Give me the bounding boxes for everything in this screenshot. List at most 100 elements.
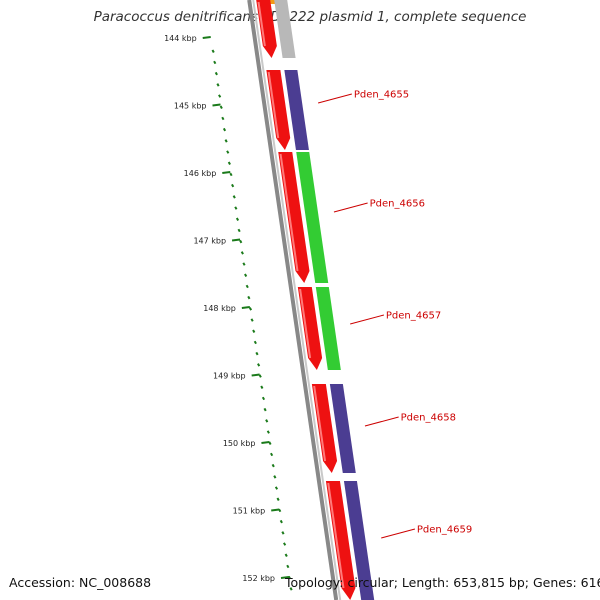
ruler-dot [221, 116, 225, 121]
ruler-dot [253, 340, 257, 345]
ruler-dot [284, 553, 288, 557]
kbp-tick [212, 103, 221, 107]
cog-bar[interactable] [284, 70, 309, 150]
ruler-dot [257, 363, 261, 367]
kbp-tick-label: 149 kbp [213, 372, 246, 381]
cds-arrow[interactable] [256, 0, 277, 58]
cds-arrow[interactable] [266, 70, 291, 150]
ruler-dot [242, 262, 246, 266]
kbp-tick-label: 144 kbp [164, 34, 197, 43]
kbp-tick-label: 145 kbp [174, 102, 207, 111]
cog-bar[interactable] [315, 287, 341, 370]
gene-pden-4659[interactable] [325, 481, 375, 600]
kbp-tick [241, 306, 250, 309]
ruler-dot [270, 452, 274, 457]
cds-highlight [267, 71, 280, 139]
kbp-tick [231, 238, 241, 242]
cds-highlight [299, 288, 312, 359]
cog-bar[interactable] [296, 152, 329, 283]
gene-label[interactable]: Pden_4656 [370, 199, 425, 210]
kbp-tick [222, 171, 231, 174]
ruler-dot [211, 49, 215, 53]
gene-label[interactable]: Pden_4655 [354, 90, 409, 101]
ruler-dot [231, 183, 235, 188]
ruler-dot [219, 105, 223, 109]
gene-partial[interactable] [256, 0, 296, 58]
gene-label[interactable]: Pden_4658 [401, 413, 456, 424]
map-title: Paracoccus denitrificans PD1222 plasmid … [93, 9, 527, 25]
ruler-dot [266, 430, 270, 434]
ruler-dot [281, 531, 285, 535]
cds-highlight [313, 385, 327, 462]
gene-label-leader [364, 416, 399, 427]
kbp-tick-label: 148 kbp [203, 304, 236, 313]
gene-pden-4656[interactable] [278, 152, 329, 283]
ruler-dot [260, 385, 264, 389]
gene-features[interactable] [256, 0, 375, 600]
kbp-tick-label: 146 kbp [184, 169, 217, 178]
cds-arrow[interactable] [278, 152, 310, 283]
gene-label[interactable]: Pden_4659 [417, 525, 472, 536]
kbp-tick [271, 508, 280, 512]
kbp-tick-label: 151 kbp [233, 507, 266, 516]
ruler-dot [268, 441, 272, 445]
ruler-dot [227, 161, 231, 165]
topology-label: Topology: circular; Length: 653,815 bp; … [285, 575, 600, 590]
plasmid-backbone [247, 0, 342, 600]
cds-arrow[interactable] [325, 481, 356, 600]
gene-label-leader [318, 93, 352, 104]
gene-pden-4657[interactable] [297, 287, 341, 370]
cds-arrow[interactable] [311, 384, 338, 473]
cds-highlight [279, 153, 299, 272]
ruler-dot [213, 60, 217, 65]
backbone-outer [247, 0, 339, 600]
cog-bar[interactable] [343, 481, 375, 600]
ruler-dot [244, 273, 248, 277]
ruler-dot [214, 71, 218, 76]
kbp-tick [280, 576, 290, 579]
kbp-tick [251, 373, 260, 377]
ruler-dot [216, 83, 220, 87]
cog-bar[interactable] [274, 0, 296, 58]
ruler-dot [235, 217, 240, 221]
ruler-dot [247, 295, 251, 300]
ruler-dot [237, 228, 241, 233]
kbp-tick-label: 152 kbp [242, 574, 275, 583]
kbp-tick [261, 441, 270, 444]
gene-pden-4658[interactable] [311, 384, 356, 473]
backbone-inner [252, 0, 342, 600]
gene-labels[interactable]: Pden_4655 Pden_4656 Pden_4657 Pden_4658 Pden… [318, 90, 472, 539]
ruler-dot [250, 318, 254, 322]
accession-label: Accession: NC_008688 [9, 575, 152, 590]
gene-pden-4655[interactable] [266, 70, 309, 150]
ruler-dot [234, 206, 238, 210]
ruler-dot [222, 127, 227, 132]
ruler-dot [232, 195, 236, 199]
ruler-dot [263, 407, 267, 412]
ruler-dot [287, 575, 292, 580]
kbp-ticks: 144 kbp 145 kbp 146 kbp 147 kbp 148 kbp 149 k… [164, 34, 293, 591]
ruler-dot [252, 329, 256, 333]
gene-label-leader [350, 314, 385, 325]
ruler-dot [229, 172, 233, 177]
ruler-dot [248, 307, 253, 311]
gene-label-leader [381, 528, 416, 539]
cog-bar[interactable] [329, 384, 356, 473]
ruler-dot [273, 475, 277, 479]
ruler-dot [245, 284, 249, 289]
ruler-dot [255, 351, 259, 356]
ruler-dot [286, 564, 290, 569]
gene-label-leader [333, 202, 368, 213]
ruler-dot [261, 396, 266, 401]
ruler-dot [276, 497, 280, 501]
ruler-dot [283, 542, 287, 546]
ruler-dot [274, 486, 279, 490]
kbp-tick-label: 147 kbp [193, 237, 226, 246]
cds-arrow[interactable] [297, 287, 323, 370]
kbp-tick-label: 150 kbp [223, 439, 256, 448]
ruler-dot [239, 239, 243, 244]
gene-label[interactable]: Pden_4657 [386, 311, 441, 322]
ruler-dot [224, 139, 228, 143]
ruler-dot [258, 374, 262, 378]
